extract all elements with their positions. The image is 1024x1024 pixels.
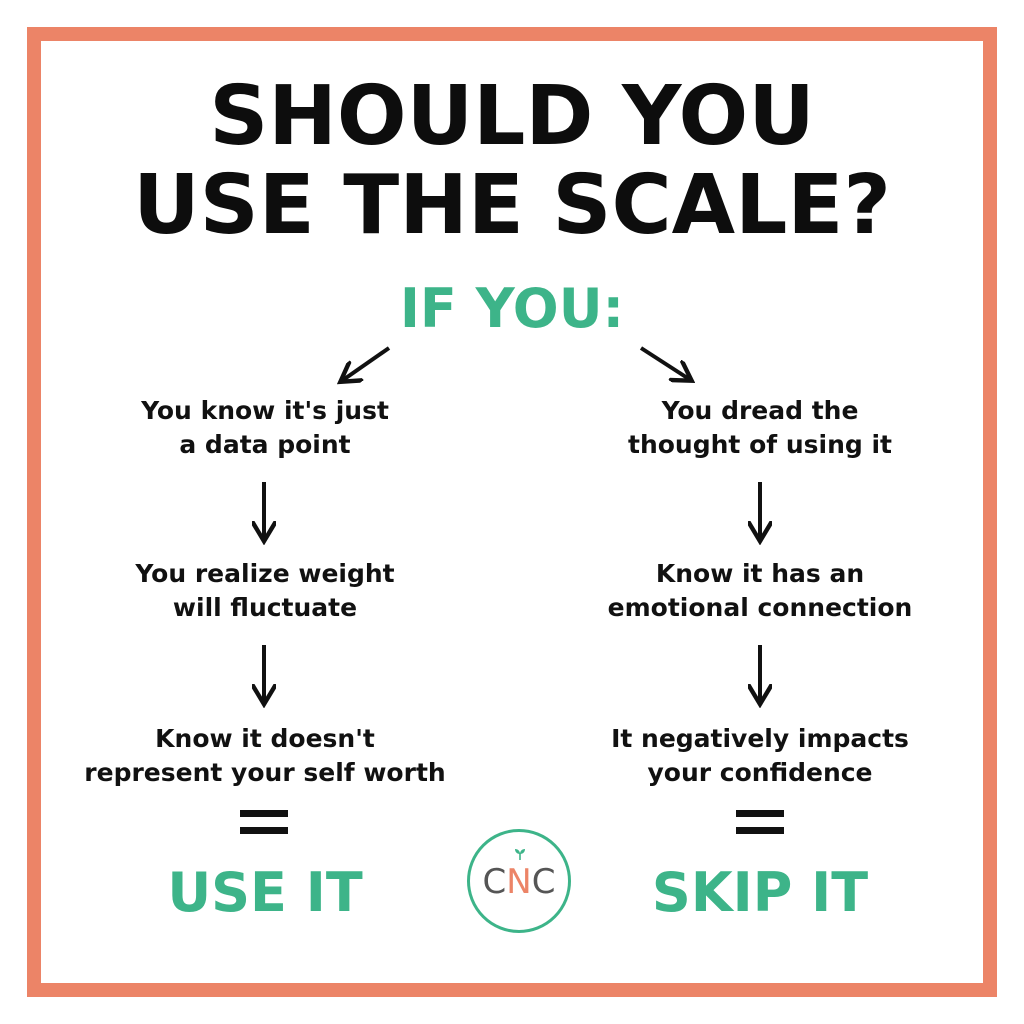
title-line-1: SHOULD YOU: [209, 69, 815, 164]
logo-text: CNC: [470, 865, 568, 899]
right-step-2-line-2: emotional connection: [607, 593, 913, 622]
sprout-icon: [515, 849, 525, 860]
title-line-2: USE THE SCALE?: [133, 158, 891, 253]
right-step-1: You dread the thought of using it: [540, 394, 980, 462]
left-step-1: You know it's just a data point: [45, 394, 485, 462]
left-step-2-line-2: will fluctuate: [172, 593, 358, 622]
logo-letter-c2: C: [531, 862, 556, 902]
right-step-1-line-1: You dread the: [661, 396, 859, 425]
right-step-3: It negatively impacts your confidence: [540, 722, 980, 790]
result-use-it: USE IT: [167, 861, 363, 924]
right-step-3-line-1: It negatively impacts: [611, 724, 909, 753]
if-you-heading: IF YOU:: [399, 277, 625, 340]
right-step-2: Know it has an emotional connection: [540, 557, 980, 625]
right-step-3-line-2: your confidence: [647, 758, 873, 787]
cnc-logo: CNC: [467, 829, 571, 933]
logo-letter-c1: C: [482, 862, 507, 902]
right-step-1-line-2: thought of using it: [628, 430, 892, 459]
left-step-1-line-2: a data point: [179, 430, 351, 459]
left-step-3-line-2: represent your self worth: [84, 758, 446, 787]
equals-icon: [240, 810, 288, 838]
result-skip-it: SKIP IT: [651, 861, 869, 924]
right-step-2-line-1: Know it has an: [655, 559, 865, 588]
left-step-3: Know it doesn't represent your self wort…: [45, 722, 485, 790]
logo-letter-n: N: [506, 862, 532, 902]
left-step-2-line-1: You realize weight: [135, 559, 395, 588]
left-step-3-line-1: Know it doesn't: [155, 724, 375, 753]
equals-icon: [736, 810, 784, 838]
left-step-2: You realize weight will fluctuate: [45, 557, 485, 625]
left-step-1-line-1: You know it's just: [141, 396, 389, 425]
